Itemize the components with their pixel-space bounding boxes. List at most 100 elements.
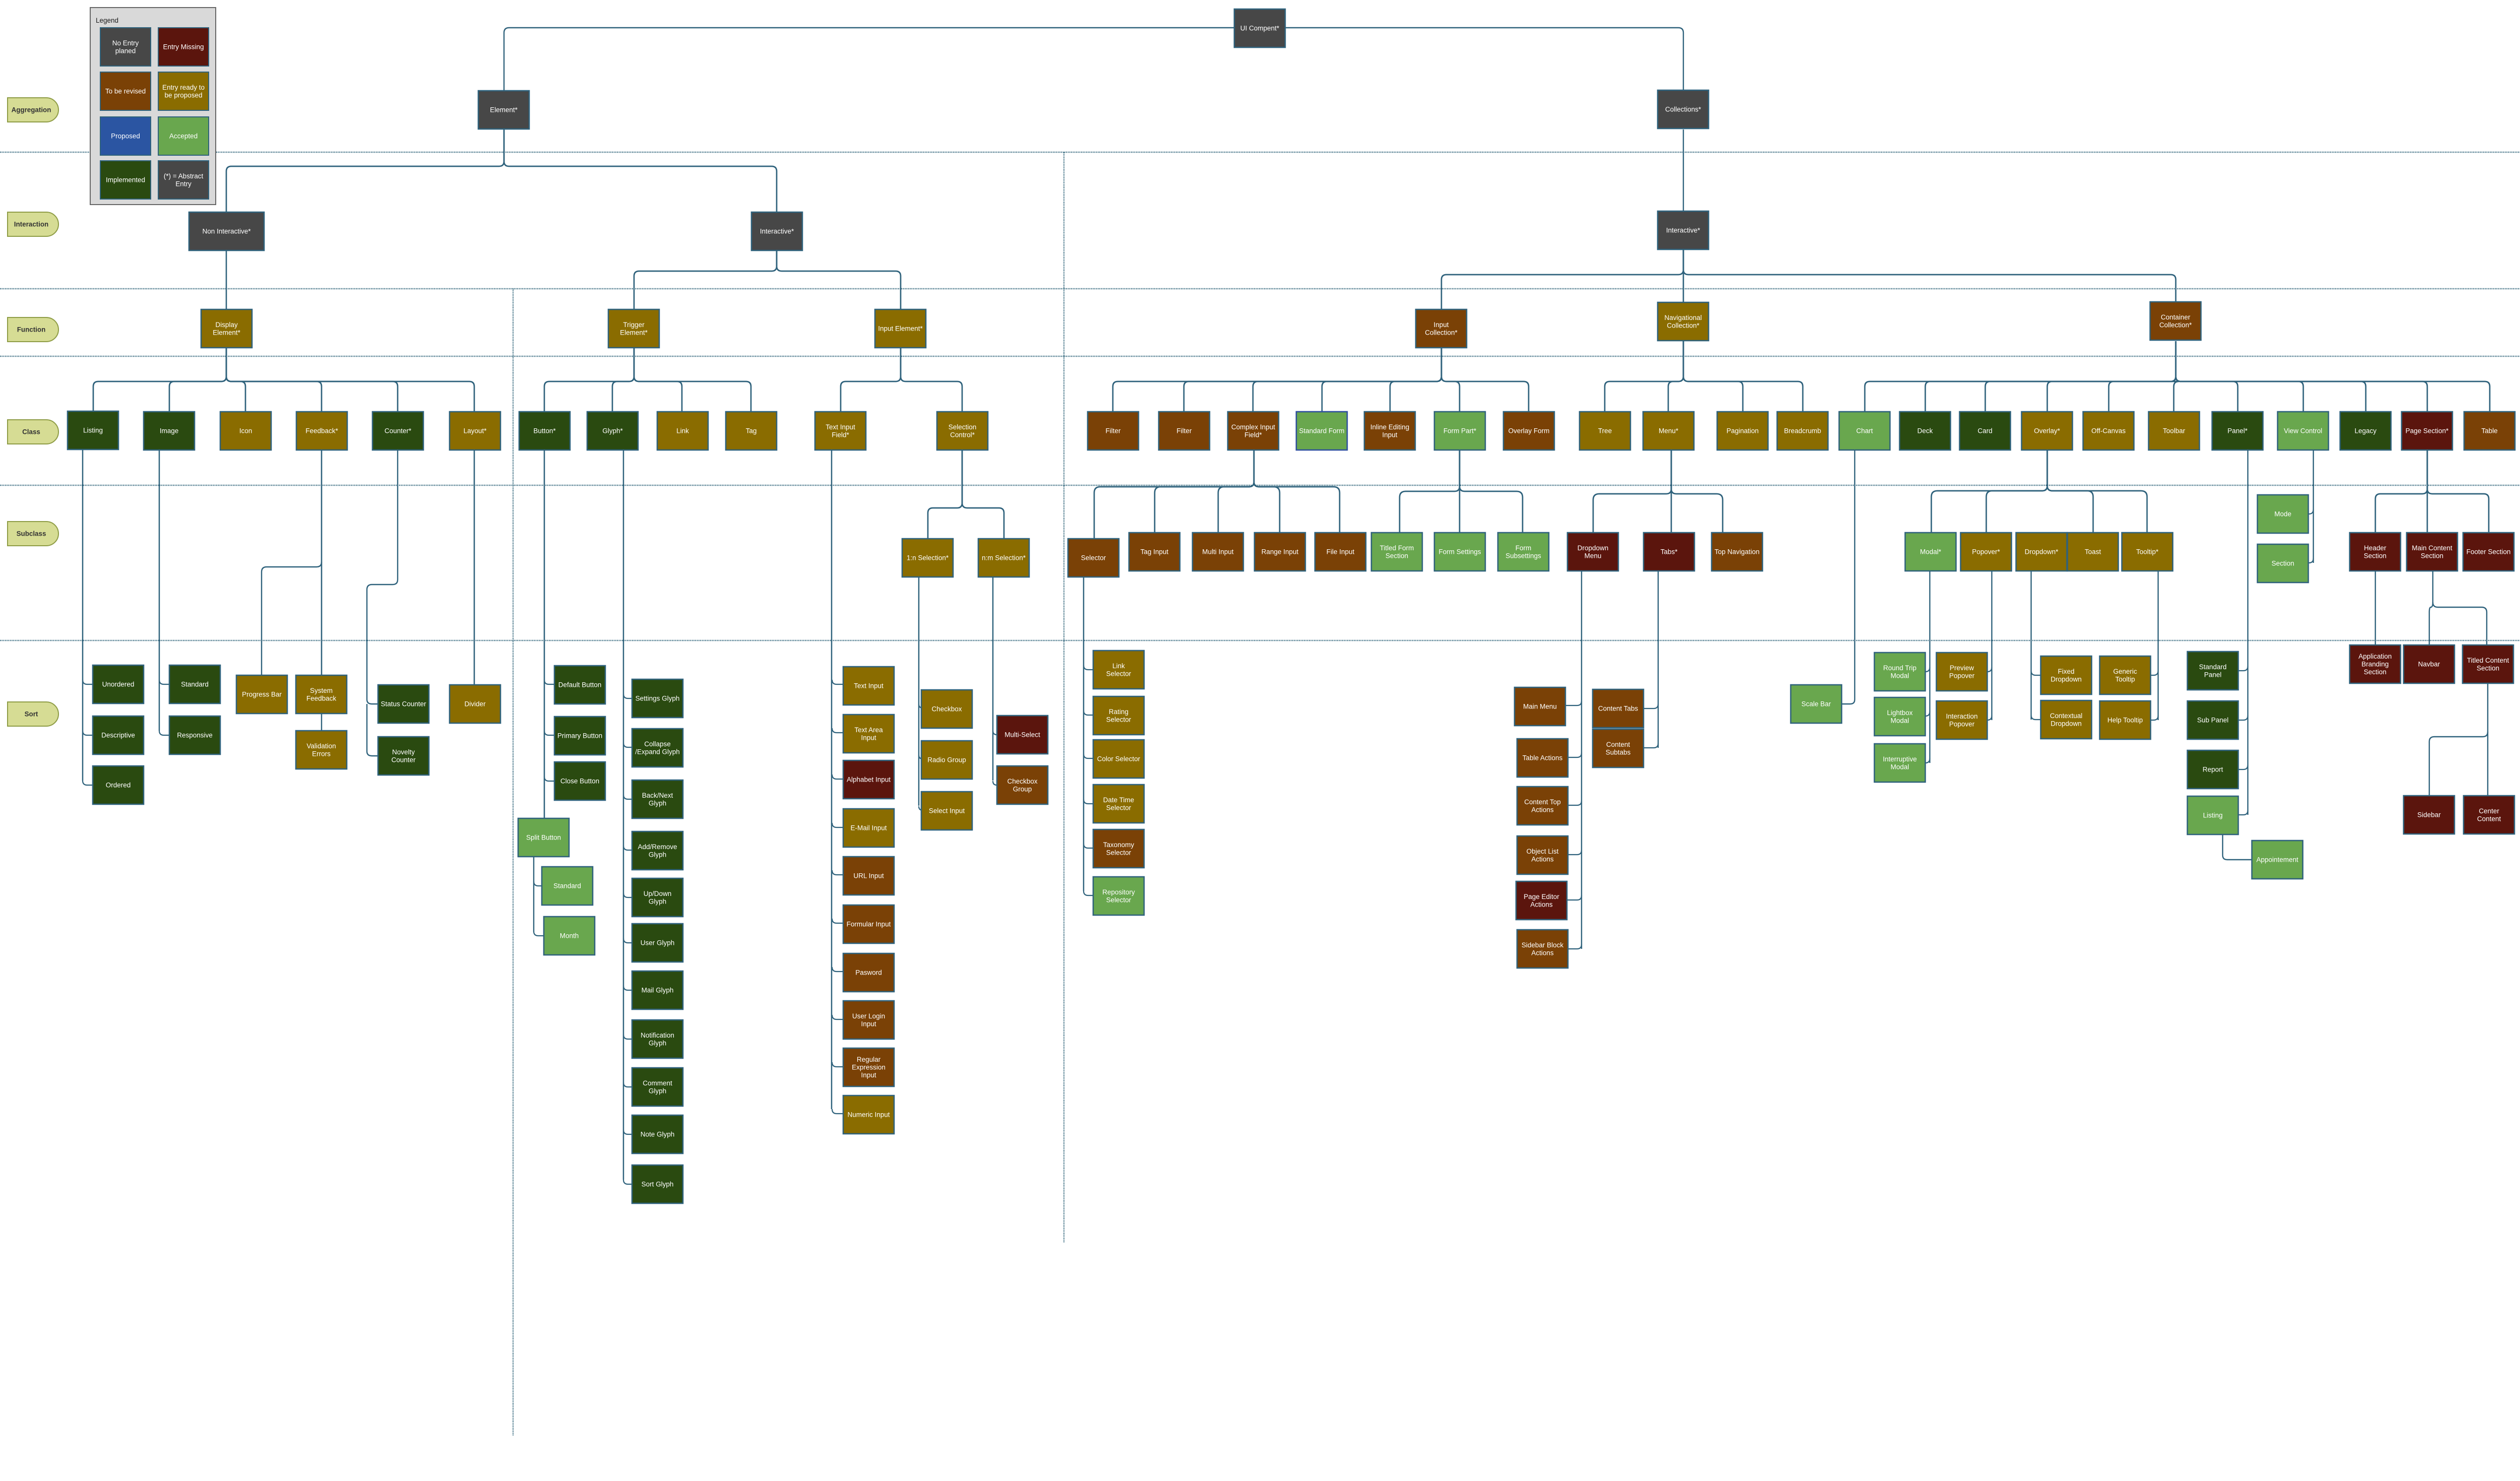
svg-text:Progress Bar: Progress Bar [242, 691, 282, 698]
svg-text:Dropdown*: Dropdown* [2025, 548, 2059, 556]
svg-text:Button*: Button* [533, 427, 556, 435]
svg-text:Breadcrumb: Breadcrumb [1784, 427, 1821, 435]
svg-text:Interactive*: Interactive* [1666, 227, 1700, 234]
svg-text:Legacy: Legacy [2355, 427, 2377, 435]
svg-text:URL Input: URL Input [853, 872, 884, 880]
svg-text:Link: Link [676, 427, 689, 435]
svg-text:Overlay Form: Overlay Form [1508, 427, 1550, 435]
svg-text:Month: Month [560, 932, 579, 940]
svg-text:Panel*: Panel* [2228, 427, 2248, 435]
svg-text:Tree: Tree [1598, 427, 1612, 435]
svg-text:Deck: Deck [1917, 427, 1933, 435]
svg-text:Modal*: Modal* [1920, 548, 1941, 556]
svg-text:Filter: Filter [1177, 427, 1192, 435]
svg-text:Note Glyph: Note Glyph [641, 1131, 675, 1138]
svg-text:UI Compent*: UI Compent* [1240, 25, 1280, 32]
svg-text:Form Part*: Form Part* [1443, 427, 1477, 435]
svg-text:Scale Bar: Scale Bar [1801, 700, 1831, 708]
svg-text:Responsive: Responsive [177, 732, 213, 739]
svg-text:Card: Card [1978, 427, 1992, 435]
svg-text:Unordered: Unordered [102, 681, 135, 688]
svg-text:Tabs*: Tabs* [1661, 548, 1678, 556]
svg-text:Color Selector: Color Selector [1097, 755, 1141, 763]
svg-text:Close Button: Close Button [560, 778, 599, 785]
svg-text:Chart: Chart [1856, 427, 1873, 435]
svg-text:Mode: Mode [2275, 510, 2292, 518]
svg-text:Numeric Input: Numeric Input [847, 1111, 890, 1119]
svg-text:File Input: File Input [1327, 548, 1355, 556]
svg-text:Range Input: Range Input [1262, 548, 1299, 556]
svg-text:Standard: Standard [181, 681, 209, 688]
svg-text:Checkbox: Checkbox [931, 705, 962, 713]
svg-text:Overlay*: Overlay* [2034, 427, 2061, 435]
svg-text:Function: Function [17, 326, 46, 334]
svg-text:Form Settings: Form Settings [1438, 548, 1481, 556]
svg-text:Entry Missing: Entry Missing [163, 43, 204, 51]
svg-text:Glyph*: Glyph* [602, 427, 623, 435]
svg-text:Class: Class [22, 428, 40, 436]
svg-text:Top Navigation: Top Navigation [1715, 548, 1759, 556]
svg-text:Input Element*: Input Element* [878, 325, 923, 333]
svg-text:Standard: Standard [553, 882, 581, 890]
svg-text:Image: Image [160, 427, 179, 435]
svg-text:Sidebar: Sidebar [2417, 811, 2441, 819]
svg-text:Table: Table [2481, 427, 2497, 435]
svg-text:Multi Input: Multi Input [1202, 548, 1234, 556]
svg-text:Divider: Divider [464, 700, 486, 708]
svg-text:Standard Form: Standard Form [1299, 427, 1344, 435]
svg-text:Counter*: Counter* [385, 427, 412, 435]
svg-text:Accepted: Accepted [169, 133, 198, 140]
svg-text:Sort: Sort [25, 711, 38, 718]
svg-text:Footer Section: Footer Section [2467, 548, 2511, 556]
svg-text:Collapse/Expand Glyph: Collapse/Expand Glyph [635, 740, 680, 756]
svg-text:Collections*: Collections* [1665, 106, 1702, 113]
svg-text:Help Tooltip: Help Tooltip [2107, 717, 2143, 724]
svg-text:Split Button: Split Button [526, 834, 561, 842]
svg-text:Alphabet Input: Alphabet Input [847, 776, 891, 784]
svg-text:Section: Section [2272, 560, 2294, 567]
svg-text:Status Counter: Status Counter [381, 700, 426, 708]
svg-text:Interactive*: Interactive* [760, 228, 794, 235]
svg-text:Pagination: Pagination [1727, 427, 1759, 435]
svg-text:Legend: Legend [96, 17, 118, 24]
svg-text:E-Mail Input: E-Mail Input [850, 824, 887, 832]
svg-text:Formular Input: Formular Input [847, 921, 891, 928]
svg-text:Off-Canvas: Off-Canvas [2091, 427, 2125, 435]
